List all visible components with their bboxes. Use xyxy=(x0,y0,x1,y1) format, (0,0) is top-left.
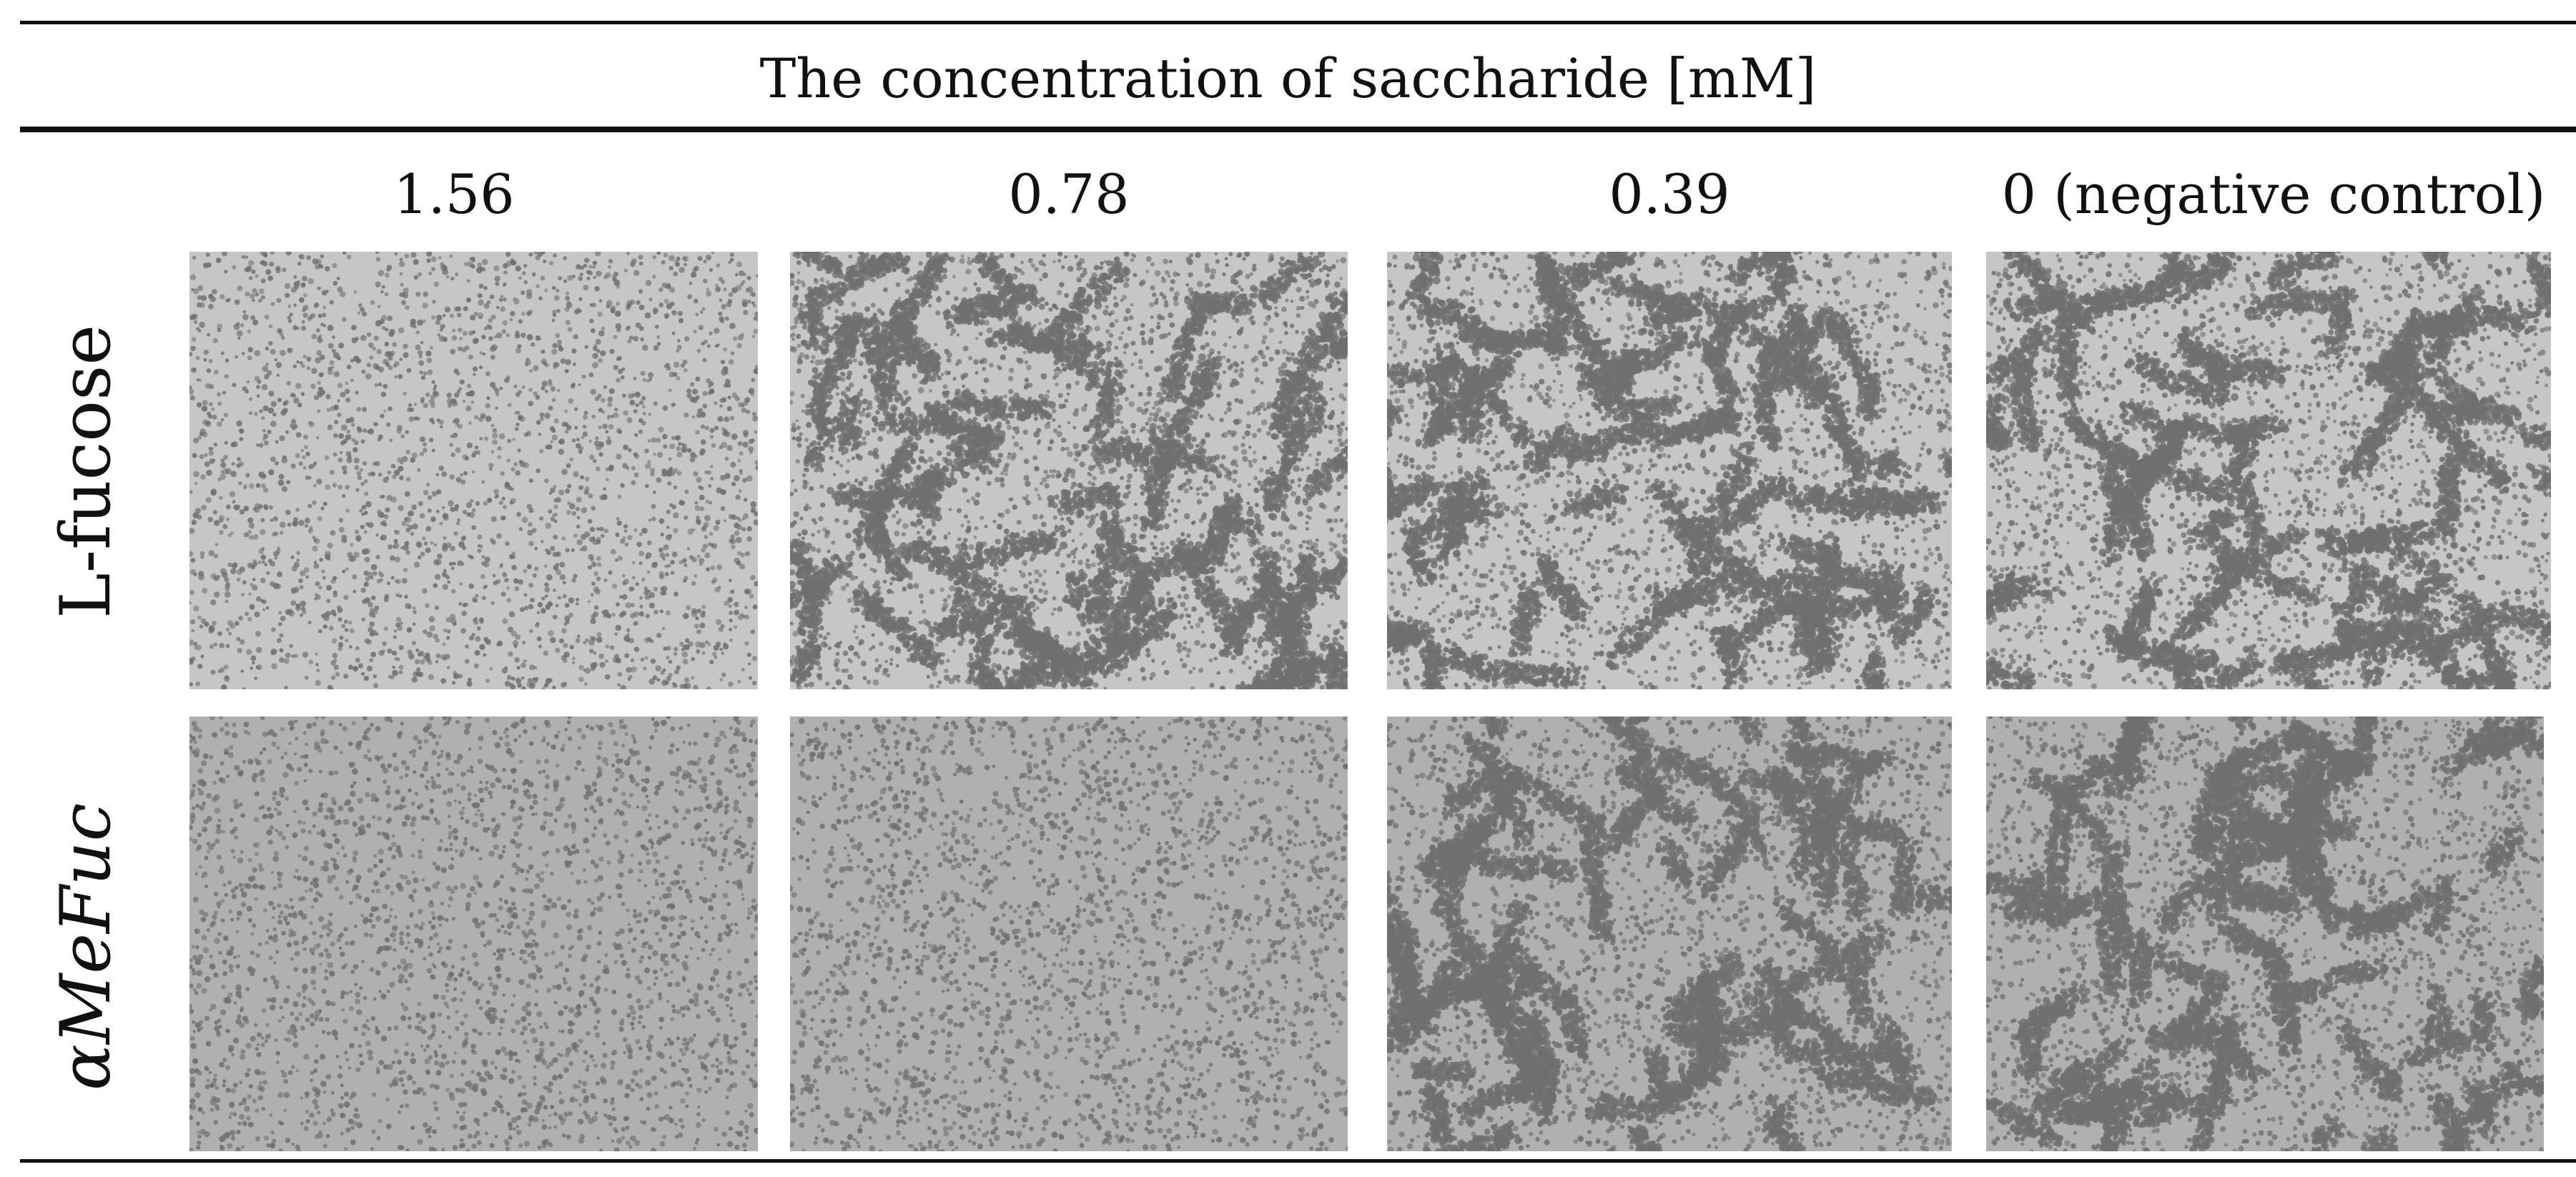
micrograph-texture xyxy=(790,252,1348,689)
micrograph-l-fucose-0-78 xyxy=(790,252,1348,689)
micrograph-texture xyxy=(189,716,758,1151)
table-bottom-rule xyxy=(20,1159,2576,1163)
row-label-amefuc: αMeFuc xyxy=(43,804,129,1090)
micrograph-texture xyxy=(1387,716,1952,1151)
micrograph-amefuc-0-39 xyxy=(1387,716,1952,1151)
micrograph-l-fucose-1-56 xyxy=(189,252,758,689)
micrograph-texture xyxy=(189,252,758,689)
micrograph-l-fucose-0-39 xyxy=(1387,252,1952,689)
micrograph-texture xyxy=(790,716,1348,1151)
column-label-3: 0.39 xyxy=(1387,159,1952,230)
column-label-2: 0.78 xyxy=(790,159,1348,230)
micrograph-amefuc-0-78 xyxy=(790,716,1348,1151)
micrograph-l-fucose-negative-control xyxy=(1986,252,2551,689)
table-top-rule xyxy=(20,21,2576,24)
table-header-rule xyxy=(20,127,2576,132)
row-label-l-fucose: L-fucose xyxy=(43,333,129,619)
micrograph-texture xyxy=(1387,252,1952,689)
micrograph-texture xyxy=(1986,716,2544,1151)
micrograph-texture xyxy=(1986,252,2551,689)
micrograph-amefuc-negative-control xyxy=(1986,716,2544,1151)
micrograph-amefuc-1-56 xyxy=(189,716,758,1151)
column-label-4: 0 (negative control) xyxy=(1973,159,2574,230)
column-label-1: 1.56 xyxy=(189,159,719,230)
table-header-title: The concentration of saccharide [mM] xyxy=(0,43,2576,114)
